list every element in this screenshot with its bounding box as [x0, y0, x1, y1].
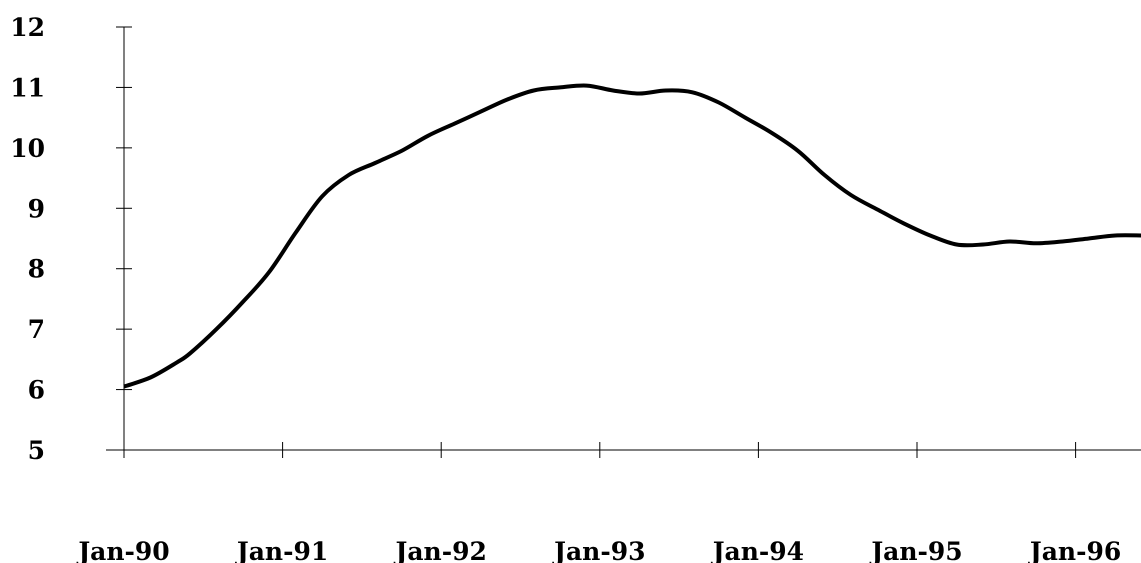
data-point: [558, 85, 562, 89]
data-point: [320, 194, 324, 198]
data-point: [1087, 237, 1091, 241]
data-point: [796, 149, 800, 153]
y-tick-label: 7: [28, 315, 45, 344]
data-point: [215, 327, 219, 331]
y-tick-label: 8: [28, 255, 45, 284]
y-tick-label: 9: [28, 194, 45, 223]
series-line: [123, 83, 1141, 389]
data-point: [347, 173, 351, 177]
data-point: [823, 173, 827, 177]
x-axis: Jan-90 Jan-91 Jan-92 Jan-93 Jan-94 Jan-95 Jan-…: [76, 442, 1141, 563]
y-tick-label: 12: [10, 13, 45, 42]
data-point: [690, 90, 694, 94]
data-point: [955, 243, 959, 247]
data-point: [902, 221, 906, 225]
x-tick-label: Jan-92: [394, 537, 487, 563]
data-point: [505, 98, 509, 102]
data-point: [426, 134, 430, 138]
data-point: [175, 360, 179, 364]
data-point: [400, 149, 404, 153]
data-point: [148, 376, 152, 380]
data-point: [1034, 241, 1038, 245]
y-tick-label: 11: [10, 73, 45, 102]
data-point: [479, 110, 483, 114]
x-tick-label: Jan-90: [76, 537, 169, 563]
data-point: [611, 89, 615, 93]
y-tick-label: 6: [28, 376, 45, 405]
data-point: [875, 208, 879, 212]
data-point: [1008, 240, 1012, 244]
x-tick-label: Jan-96: [1028, 537, 1121, 563]
data-point: [849, 193, 853, 197]
data-point: [294, 231, 298, 235]
data-point: [770, 131, 774, 135]
x-tick-label: Jan-94: [711, 537, 804, 563]
data-point: [928, 234, 932, 238]
data-point: [267, 270, 271, 274]
series-group: [122, 83, 1141, 389]
data-point: [188, 351, 192, 355]
data-point: [664, 89, 668, 93]
data-point: [1060, 240, 1064, 244]
data-point: [637, 92, 641, 96]
y-tick-label: 5: [28, 436, 45, 465]
x-tick-label: Jan-93: [552, 537, 645, 563]
data-point: [532, 89, 536, 93]
data-point: [717, 101, 721, 105]
data-point: [585, 84, 589, 88]
data-point: [1113, 234, 1117, 238]
data-point: [373, 161, 377, 165]
data-point: [743, 116, 747, 120]
x-tick-label: Jan-95: [869, 537, 962, 563]
y-axis: 5 6 7 8 9 10 11 12: [10, 13, 132, 465]
x-tick-label: Jan-91: [235, 537, 328, 563]
data-point: [122, 385, 126, 389]
data-point: [241, 300, 245, 304]
data-point: [452, 122, 456, 126]
y-tick-label: 10: [10, 134, 45, 163]
data-point: [981, 243, 985, 247]
